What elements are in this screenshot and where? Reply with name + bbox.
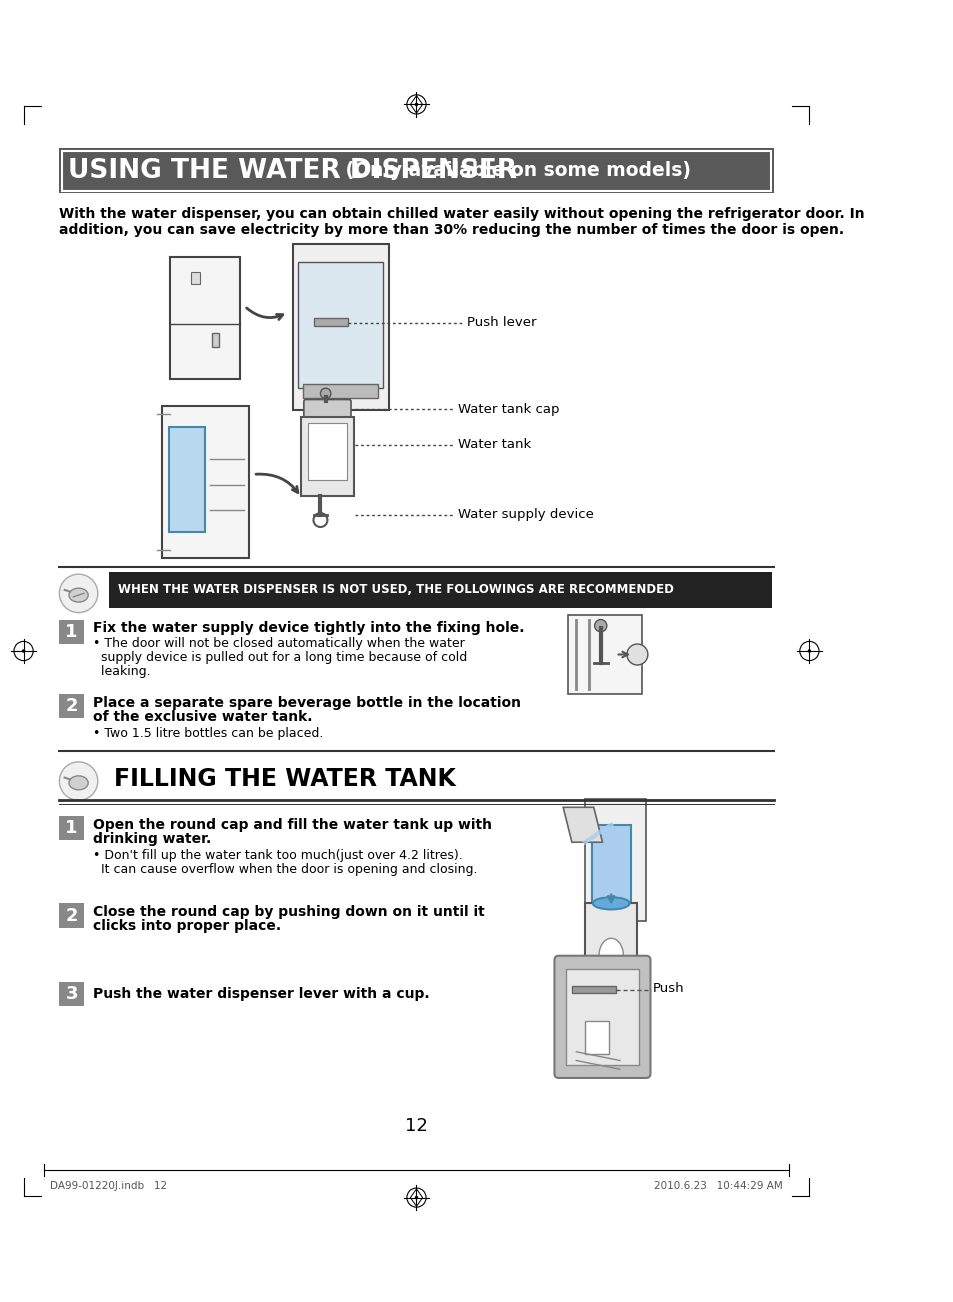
Text: DA99-01220J.indb   12: DA99-01220J.indb 12 <box>50 1181 167 1191</box>
FancyBboxPatch shape <box>308 423 346 480</box>
Circle shape <box>59 574 98 612</box>
Circle shape <box>626 644 647 665</box>
FancyBboxPatch shape <box>314 318 347 327</box>
Circle shape <box>59 762 98 801</box>
Text: clicks into proper place.: clicks into proper place. <box>92 919 280 934</box>
FancyBboxPatch shape <box>565 969 639 1065</box>
FancyBboxPatch shape <box>297 262 383 388</box>
Text: 1: 1 <box>65 622 78 641</box>
Ellipse shape <box>69 776 88 790</box>
Text: Fix the water supply device tightly into the fixing hole.: Fix the water supply device tightly into… <box>92 621 523 635</box>
Text: Close the round cap by pushing down on it until it: Close the round cap by pushing down on i… <box>92 905 484 919</box>
FancyBboxPatch shape <box>59 148 773 194</box>
FancyBboxPatch shape <box>567 616 641 694</box>
Circle shape <box>594 620 606 631</box>
Text: • The door will not be closed automatically when the water: • The door will not be closed automatica… <box>92 637 464 650</box>
Circle shape <box>807 650 810 652</box>
Text: 1: 1 <box>65 819 78 837</box>
Text: FILLING THE WATER TANK: FILLING THE WATER TANK <box>113 767 455 792</box>
Text: addition, you can save electricity by more than 30% reducing the number of times: addition, you can save electricity by mo… <box>59 223 843 237</box>
FancyBboxPatch shape <box>304 400 351 419</box>
Text: It can cause overflow when the door is opening and closing.: It can cause overflow when the door is o… <box>92 863 476 876</box>
Text: Place a separate spare beverage bottle in the location: Place a separate spare beverage bottle i… <box>92 695 520 710</box>
FancyBboxPatch shape <box>303 384 377 398</box>
Text: Push lever: Push lever <box>467 316 537 329</box>
FancyBboxPatch shape <box>59 816 84 841</box>
Text: Water supply device: Water supply device <box>458 508 594 521</box>
Polygon shape <box>562 807 602 842</box>
Text: • Don't fill up the water tank too much(just over 4.2 litres).: • Don't fill up the water tank too much(… <box>92 849 462 862</box>
Text: leaking.: leaking. <box>92 665 150 678</box>
FancyBboxPatch shape <box>59 620 84 644</box>
FancyBboxPatch shape <box>109 572 771 608</box>
Ellipse shape <box>592 897 629 910</box>
FancyBboxPatch shape <box>293 243 388 410</box>
Text: 12: 12 <box>405 1117 428 1135</box>
Text: supply device is pulled out for a long time because of cold: supply device is pulled out for a long t… <box>92 651 466 664</box>
FancyBboxPatch shape <box>212 333 219 346</box>
FancyBboxPatch shape <box>59 694 84 719</box>
Circle shape <box>22 650 26 652</box>
FancyBboxPatch shape <box>554 956 650 1078</box>
FancyBboxPatch shape <box>191 272 200 284</box>
Text: Open the round cap and fill the water tank up with: Open the round cap and fill the water ta… <box>92 818 491 832</box>
FancyBboxPatch shape <box>59 982 84 1006</box>
Text: (Only available on some models): (Only available on some models) <box>338 161 690 180</box>
Text: 2010.6.23   10:44:29 AM: 2010.6.23 10:44:29 AM <box>654 1181 782 1191</box>
Text: WHEN THE WATER DISPENSER IS NOT USED, THE FOLLOWINGS ARE RECOMMENDED: WHEN THE WATER DISPENSER IS NOT USED, TH… <box>118 583 673 596</box>
FancyBboxPatch shape <box>592 824 631 913</box>
Circle shape <box>415 1195 417 1199</box>
Circle shape <box>320 388 331 398</box>
Text: Water tank cap: Water tank cap <box>458 402 559 415</box>
Circle shape <box>415 103 417 107</box>
Text: Water tank: Water tank <box>458 439 531 452</box>
Ellipse shape <box>69 589 88 602</box>
FancyBboxPatch shape <box>301 417 354 496</box>
FancyBboxPatch shape <box>584 904 637 982</box>
Text: • Two 1.5 litre bottles can be placed.: • Two 1.5 litre bottles can be placed. <box>92 727 322 740</box>
Text: 2: 2 <box>65 906 78 924</box>
Text: 3: 3 <box>65 986 78 1003</box>
Text: drinking water.: drinking water. <box>92 832 211 846</box>
FancyBboxPatch shape <box>170 258 240 379</box>
Text: Push the water dispenser lever with a cup.: Push the water dispenser lever with a cu… <box>92 987 429 1001</box>
FancyBboxPatch shape <box>59 904 84 928</box>
Text: 2: 2 <box>65 697 78 715</box>
Text: Push: Push <box>653 983 684 996</box>
FancyBboxPatch shape <box>161 406 249 559</box>
FancyBboxPatch shape <box>571 987 615 993</box>
FancyBboxPatch shape <box>169 427 205 533</box>
Text: of the exclusive water tank.: of the exclusive water tank. <box>92 710 312 724</box>
Text: With the water dispenser, you can obtain chilled water easily without opening th: With the water dispenser, you can obtain… <box>59 207 864 221</box>
Text: USING THE WATER DISPENSER: USING THE WATER DISPENSER <box>68 158 517 184</box>
Ellipse shape <box>598 939 622 973</box>
FancyBboxPatch shape <box>584 798 645 921</box>
FancyBboxPatch shape <box>584 1021 609 1055</box>
